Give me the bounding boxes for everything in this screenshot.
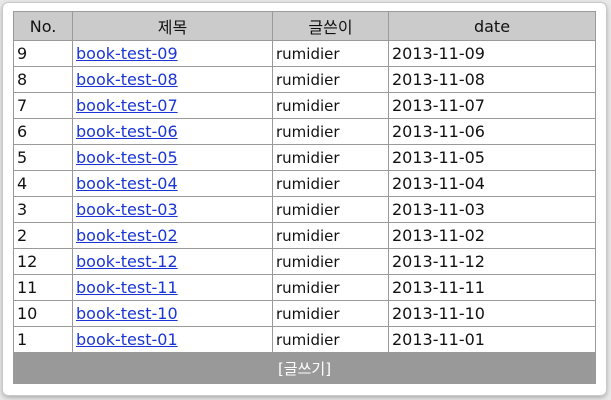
table-row: 3 book-test-03 rumidier 2013-11-03 — [13, 196, 596, 223]
board-table: No. 제목 글쓴이 date 9 book-test-09 rumidier … — [13, 11, 596, 384]
row-number: 3 — [13, 196, 73, 223]
row-title-cell: book-test-10 — [72, 300, 273, 327]
row-title-cell: book-test-04 — [72, 170, 273, 197]
table-row: 4 book-test-04 rumidier 2013-11-04 — [13, 170, 596, 197]
row-number: 11 — [13, 274, 73, 301]
table-header-row: No. 제목 글쓴이 date — [13, 11, 596, 41]
row-author: rumidier — [272, 274, 389, 301]
table-row: 9 book-test-09 rumidier 2013-11-09 — [13, 40, 596, 67]
row-date: 2013-11-08 — [388, 66, 596, 93]
table-row: 5 book-test-05 rumidier 2013-11-05 — [13, 144, 596, 171]
post-title-link[interactable]: book-test-07 — [76, 96, 178, 115]
row-title-cell: book-test-06 — [72, 118, 273, 145]
row-title-cell: book-test-11 — [72, 274, 273, 301]
table-footer: [글쓰기] — [13, 352, 596, 384]
post-title-link[interactable]: book-test-05 — [76, 148, 178, 167]
row-date: 2013-11-12 — [388, 248, 596, 275]
column-header-author: 글쓴이 — [272, 11, 389, 41]
row-author: rumidier — [272, 118, 389, 145]
row-number: 7 — [13, 92, 73, 119]
table-row: 2 book-test-02 rumidier 2013-11-02 — [13, 222, 596, 249]
table-row: 7 book-test-07 rumidier 2013-11-07 — [13, 92, 596, 119]
row-author: rumidier — [272, 248, 389, 275]
table-footer-row: [글쓰기] — [13, 352, 596, 384]
row-title-cell: book-test-12 — [72, 248, 273, 275]
row-number: 10 — [13, 300, 73, 327]
row-date: 2013-11-02 — [388, 222, 596, 249]
post-title-link[interactable]: book-test-01 — [76, 330, 178, 349]
post-title-link[interactable]: book-test-08 — [76, 70, 178, 89]
table-row: 6 book-test-06 rumidier 2013-11-06 — [13, 118, 596, 145]
table-row: 12 book-test-12 rumidier 2013-11-12 — [13, 248, 596, 275]
row-number: 12 — [13, 248, 73, 275]
row-title-cell: book-test-02 — [72, 222, 273, 249]
row-author: rumidier — [272, 40, 389, 67]
row-title-cell: book-test-07 — [72, 92, 273, 119]
row-date: 2013-11-06 — [388, 118, 596, 145]
row-title-cell: book-test-05 — [72, 144, 273, 171]
post-title-link[interactable]: book-test-09 — [76, 44, 178, 63]
row-date: 2013-11-04 — [388, 170, 596, 197]
post-title-link[interactable]: book-test-03 — [76, 200, 178, 219]
row-date: 2013-11-11 — [388, 274, 596, 301]
post-title-link[interactable]: book-test-02 — [76, 226, 178, 245]
column-header-date: date — [388, 11, 596, 41]
table-row: 10 book-test-10 rumidier 2013-11-10 — [13, 300, 596, 327]
row-number: 4 — [13, 170, 73, 197]
post-title-link[interactable]: book-test-04 — [76, 174, 178, 193]
post-title-link[interactable]: book-test-10 — [76, 304, 178, 323]
row-author: rumidier — [272, 196, 389, 223]
row-number: 2 — [13, 222, 73, 249]
row-date: 2013-11-09 — [388, 40, 596, 67]
write-post-link[interactable]: [글쓰기] — [277, 359, 332, 378]
row-author: rumidier — [272, 92, 389, 119]
row-title-cell: book-test-03 — [72, 196, 273, 223]
row-number: 6 — [13, 118, 73, 145]
row-date: 2013-11-10 — [388, 300, 596, 327]
row-author: rumidier — [272, 300, 389, 327]
row-date: 2013-11-01 — [388, 326, 596, 353]
window-frame: No. 제목 글쓴이 date 9 book-test-09 rumidier … — [3, 3, 606, 395]
row-number: 1 — [13, 326, 73, 353]
post-title-link[interactable]: book-test-11 — [76, 278, 178, 297]
row-number: 8 — [13, 66, 73, 93]
row-author: rumidier — [272, 66, 389, 93]
column-header-no: No. — [13, 11, 73, 41]
row-title-cell: book-test-01 — [72, 326, 273, 353]
row-date: 2013-11-05 — [388, 144, 596, 171]
row-author: rumidier — [272, 222, 389, 249]
column-header-title: 제목 — [72, 11, 273, 41]
row-author: rumidier — [272, 170, 389, 197]
row-number: 5 — [13, 144, 73, 171]
table-row: 1 book-test-01 rumidier 2013-11-01 — [13, 326, 596, 353]
row-title-cell: book-test-09 — [72, 40, 273, 67]
row-author: rumidier — [272, 144, 389, 171]
table-row: 8 book-test-08 rumidier 2013-11-08 — [13, 66, 596, 93]
row-title-cell: book-test-08 — [72, 66, 273, 93]
post-title-link[interactable]: book-test-12 — [76, 252, 178, 271]
row-date: 2013-11-03 — [388, 196, 596, 223]
row-number: 9 — [13, 40, 73, 67]
row-date: 2013-11-07 — [388, 92, 596, 119]
row-author: rumidier — [272, 326, 389, 353]
post-title-link[interactable]: book-test-06 — [76, 122, 178, 141]
table-row: 11 book-test-11 rumidier 2013-11-11 — [13, 274, 596, 301]
